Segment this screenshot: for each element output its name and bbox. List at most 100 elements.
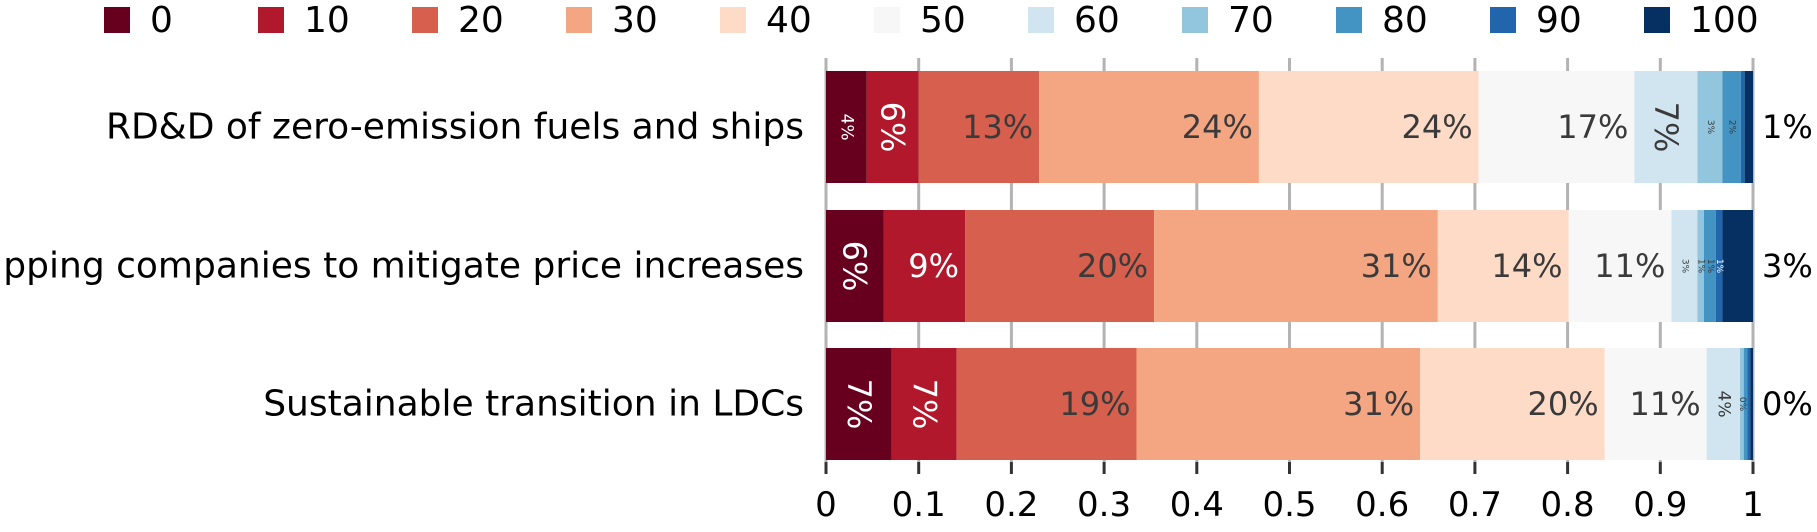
data-label: 6% — [836, 241, 874, 292]
bar-segment — [1703, 210, 1716, 322]
bar-segment — [1604, 348, 1707, 460]
data-label: 11% — [1594, 247, 1665, 285]
x-tick-label: 1 — [1742, 485, 1764, 525]
legend-label-20: 20 — [458, 0, 504, 41]
bar-segment — [1747, 348, 1751, 460]
bar-segment — [1722, 71, 1741, 183]
legend-label-10: 10 — [304, 0, 350, 41]
legend-swatch-40 — [720, 7, 746, 33]
data-label: 1% — [1696, 259, 1706, 274]
legend-label-50: 50 — [920, 0, 966, 41]
legend-label-40: 40 — [766, 0, 812, 41]
end-label: 3% — [1762, 247, 1813, 285]
legend-label-30: 30 — [612, 0, 658, 41]
bar-segment — [1715, 210, 1723, 322]
bar-segment — [965, 210, 1155, 322]
bar-segment — [866, 71, 919, 183]
data-label: 7% — [905, 379, 943, 430]
end-label: 1% — [1762, 108, 1813, 146]
category-label: RD&D of zero-emission fuels and ships — [106, 107, 804, 148]
data-label: 24% — [1401, 108, 1472, 146]
x-tick-label: 0.8 — [1541, 485, 1595, 525]
legend-label-100: 100 — [1690, 0, 1759, 41]
legend-swatch-0 — [104, 7, 130, 33]
legend-swatch-100 — [1644, 7, 1670, 33]
bar-segment — [1136, 348, 1421, 460]
data-label: 19% — [1059, 385, 1130, 423]
category-labels: RD&D of zero-emission fuels and ships Shi… — [0, 107, 804, 425]
data-label: 0% — [1737, 397, 1747, 412]
data-label: 31% — [1361, 247, 1432, 285]
data-label: 3% — [1679, 259, 1689, 274]
legend-label-70: 70 — [1228, 0, 1274, 41]
x-tick-label: 0.7 — [1448, 485, 1502, 525]
bar-segment — [1039, 71, 1259, 183]
legend-label-60: 60 — [1074, 0, 1120, 41]
data-label: 1% — [1705, 259, 1715, 274]
x-tick-label: 0.2 — [984, 485, 1038, 525]
data-label: 2% — [1727, 120, 1737, 135]
bar-segment — [1634, 71, 1698, 183]
bar-segment — [826, 348, 892, 460]
data-label: 4% — [1713, 391, 1733, 418]
data-label: 9% — [908, 247, 959, 285]
data-label: 17% — [1557, 108, 1628, 146]
data-label: 20% — [1528, 385, 1599, 423]
data-label: 1% — [1714, 259, 1724, 274]
bar-segment — [1744, 71, 1753, 183]
x-tick-label: 0 — [815, 485, 837, 525]
bar-segment — [1740, 348, 1744, 460]
bar-segment — [883, 210, 966, 322]
bar-segment — [918, 71, 1040, 183]
legend-label-80: 80 — [1382, 0, 1428, 41]
legend-swatch-10 — [258, 7, 284, 33]
bar-segment — [1706, 348, 1741, 460]
legend-swatch-30 — [566, 7, 592, 33]
legend: 0 10 20 30 40 50 60 70 80 90 100 — [104, 0, 1759, 41]
data-label: 11% — [1630, 385, 1701, 423]
bar-segment — [1671, 210, 1698, 322]
bar-segment — [1722, 210, 1753, 322]
legend-swatch-90 — [1490, 7, 1516, 33]
data-label: 7% — [840, 379, 878, 430]
category-label: Shipping companies to mitigate price inc… — [0, 246, 804, 287]
bars — [826, 71, 1753, 460]
x-tick-label: 0.1 — [892, 485, 946, 525]
legend-swatch-60 — [1028, 7, 1054, 33]
end-label: 0% — [1762, 385, 1813, 423]
bar-segment — [1697, 71, 1723, 183]
bar-segment — [1154, 210, 1438, 322]
legend-label-90: 90 — [1536, 0, 1582, 41]
x-tick-label: 0.6 — [1355, 485, 1409, 525]
data-labels: 4% 6% 13% 24% 24% 17% 7% 3% 2% 1% 6% 9% 20% 31% 14% 11%… — [836, 102, 1813, 430]
bar-segment — [826, 210, 884, 322]
x-tick-label: 0.4 — [1170, 485, 1224, 525]
bar-segment — [956, 348, 1137, 460]
data-label: 7% — [1647, 102, 1685, 153]
bar-segment — [1258, 71, 1479, 183]
data-label: 4% — [836, 114, 856, 141]
x-tick-label: 0.3 — [1077, 485, 1131, 525]
data-label: 13% — [962, 108, 1033, 146]
category-label: Sustainable transition in LDCs — [263, 384, 804, 425]
x-tick-label: 0.9 — [1633, 485, 1687, 525]
data-label: 31% — [1343, 385, 1414, 423]
bar-segment — [826, 71, 867, 183]
x-axis: 0 0.1 0.2 0.3 0.4 0.5 0.6 0.7 0.8 0.9 1 — [815, 462, 1764, 525]
legend-swatch-20 — [412, 7, 438, 33]
legend-label-0: 0 — [150, 0, 173, 41]
legend-swatch-70 — [1182, 7, 1208, 33]
bar-segment — [1568, 210, 1672, 322]
bar-segment — [891, 348, 957, 460]
data-label: 6% — [874, 102, 912, 153]
bar-segment — [1437, 210, 1569, 322]
data-label: 24% — [1182, 108, 1253, 146]
bar-segment — [1697, 210, 1704, 322]
bar-segment — [1420, 348, 1605, 460]
bar-segment — [1740, 71, 1745, 183]
x-tick-label: 0.5 — [1262, 485, 1316, 525]
legend-swatch-50 — [874, 7, 900, 33]
bar-segment — [1478, 71, 1635, 183]
